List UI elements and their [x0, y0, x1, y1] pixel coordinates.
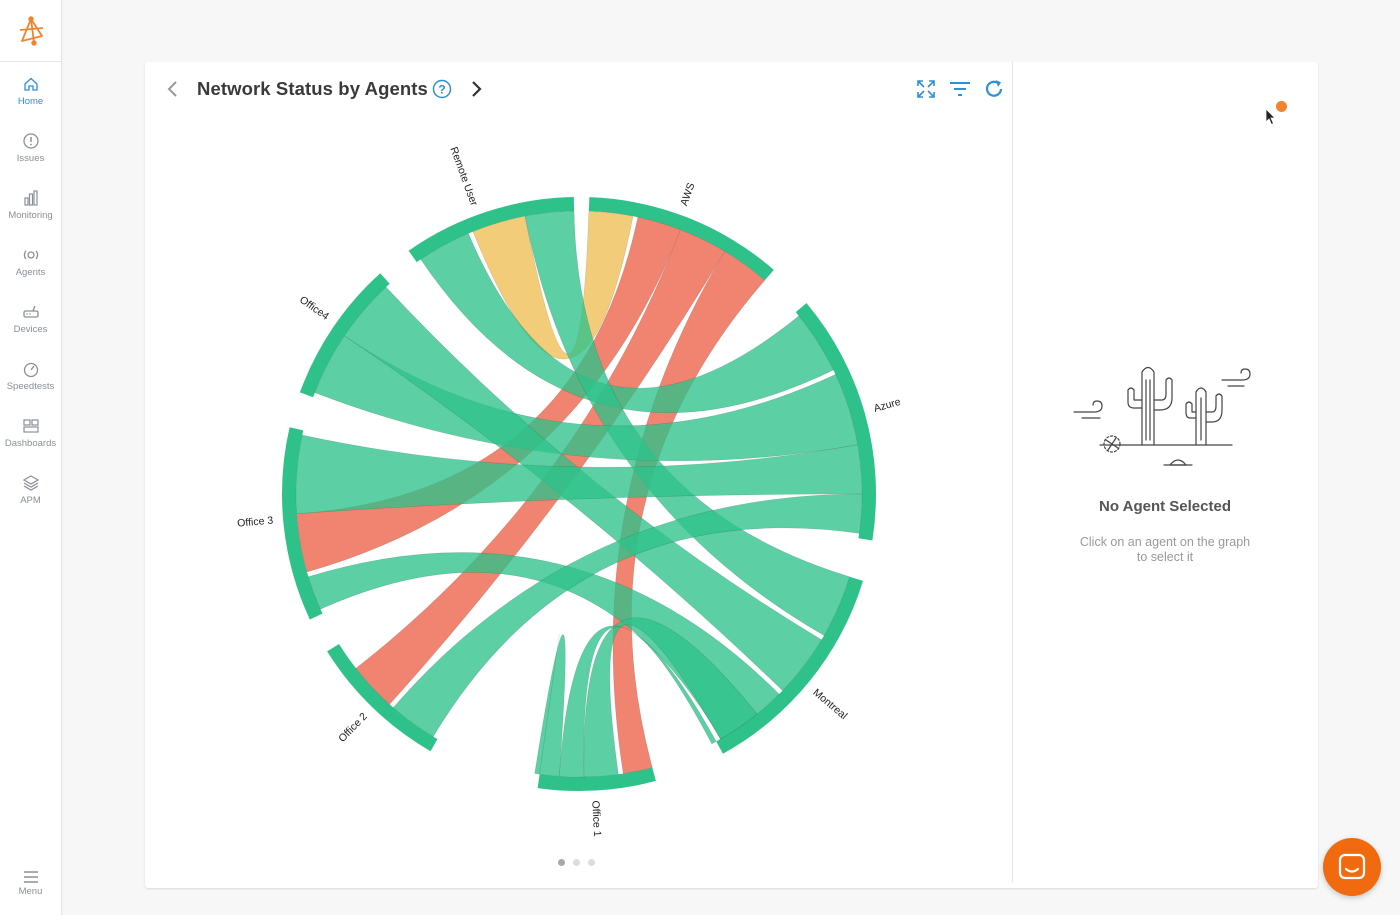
gauge-icon	[22, 360, 40, 378]
sidebar-item-label: Agents	[16, 267, 46, 278]
sidebar: Home Issues Monitoring Agents Devices Speedte…	[0, 0, 62, 915]
sidebar-item-label: Monitoring	[8, 210, 52, 221]
empty-state-title: No Agent Selected	[1015, 498, 1315, 515]
page-title: Network Status by Agents	[197, 78, 428, 100]
mouse-cursor-icon	[1265, 108, 1277, 126]
card-header: Network Status by Agents ?	[163, 74, 486, 104]
question-circle-icon: ?	[432, 79, 452, 99]
router-icon	[22, 303, 40, 321]
layers-icon	[22, 474, 40, 492]
sidebar-item-monitoring[interactable]: Monitoring	[0, 189, 61, 239]
app-logo[interactable]	[0, 0, 61, 62]
node-label[interactable]: Azure	[872, 396, 902, 415]
chord-diagram[interactable]: AWS Azure Montreal Office 1 Office 2 Office 3…	[145, 105, 1005, 850]
node-label[interactable]: Office4	[297, 294, 331, 323]
next-button[interactable]	[466, 79, 486, 99]
menu-button[interactable]: Menu	[0, 870, 61, 897]
help-button[interactable]: ?	[432, 79, 452, 99]
node-label[interactable]: Montreal	[810, 687, 849, 722]
node-label[interactable]: Remote User	[447, 145, 480, 208]
sidebar-item-dashboards[interactable]: Dashboards	[0, 417, 61, 467]
empty-state-subtitle: Click on an agent on the graph to select…	[1075, 535, 1255, 565]
node-label[interactable]: Office 3	[237, 515, 274, 530]
dashboard-icon	[22, 417, 40, 435]
panel-divider	[1012, 62, 1013, 882]
bar-chart-icon	[22, 189, 40, 207]
filter-button[interactable]	[948, 78, 972, 100]
notification-dot[interactable]	[1276, 101, 1287, 112]
chart-toolbar	[915, 78, 1005, 100]
chevron-right-icon	[466, 79, 486, 99]
sidebar-item-label: Issues	[17, 153, 44, 164]
hamburger-icon	[23, 870, 39, 884]
sidebar-item-label: Speedtests	[7, 381, 55, 392]
prev-button[interactable]	[163, 79, 183, 99]
refresh-icon	[983, 78, 1005, 100]
sidebar-item-home[interactable]: Home	[0, 75, 61, 125]
pager	[558, 859, 595, 866]
pager-dot-3[interactable]	[588, 859, 595, 866]
refresh-button[interactable]	[983, 78, 1005, 100]
sidebar-item-label: APM	[20, 495, 41, 506]
pager-dot-2[interactable]	[573, 859, 580, 866]
menu-label: Menu	[19, 886, 43, 897]
sidebar-item-label: Home	[18, 96, 43, 107]
sidebar-item-speedtests[interactable]: Speedtests	[0, 360, 61, 410]
alert-circle-icon	[22, 132, 40, 150]
pager-dot-1[interactable]	[558, 859, 565, 866]
expand-icon	[915, 78, 937, 100]
sidebar-item-label: Dashboards	[5, 438, 56, 449]
sidebar-item-agents[interactable]: Agents	[0, 246, 61, 296]
node-label[interactable]: Office 2	[336, 710, 370, 744]
home-icon	[22, 75, 40, 93]
chord-ribbon-14[interactable]	[535, 634, 566, 776]
agent-icon	[22, 246, 40, 264]
chevron-left-icon	[163, 79, 183, 99]
svg-text:?: ?	[438, 83, 445, 97]
sidebar-item-label: Devices	[14, 324, 48, 335]
node-label[interactable]: Office 1	[589, 800, 603, 837]
chat-button[interactable]	[1323, 838, 1381, 896]
sidebar-item-devices[interactable]: Devices	[0, 303, 61, 353]
logo-icon	[16, 16, 46, 46]
expand-button[interactable]	[915, 78, 937, 100]
filter-icon	[948, 78, 972, 100]
chat-icon	[1337, 852, 1367, 882]
sidebar-item-apm[interactable]: APM	[0, 474, 61, 524]
node-label[interactable]: AWS	[678, 181, 697, 207]
desert-cactus-illustration	[1072, 360, 1258, 472]
sidebar-item-issues[interactable]: Issues	[0, 132, 61, 182]
